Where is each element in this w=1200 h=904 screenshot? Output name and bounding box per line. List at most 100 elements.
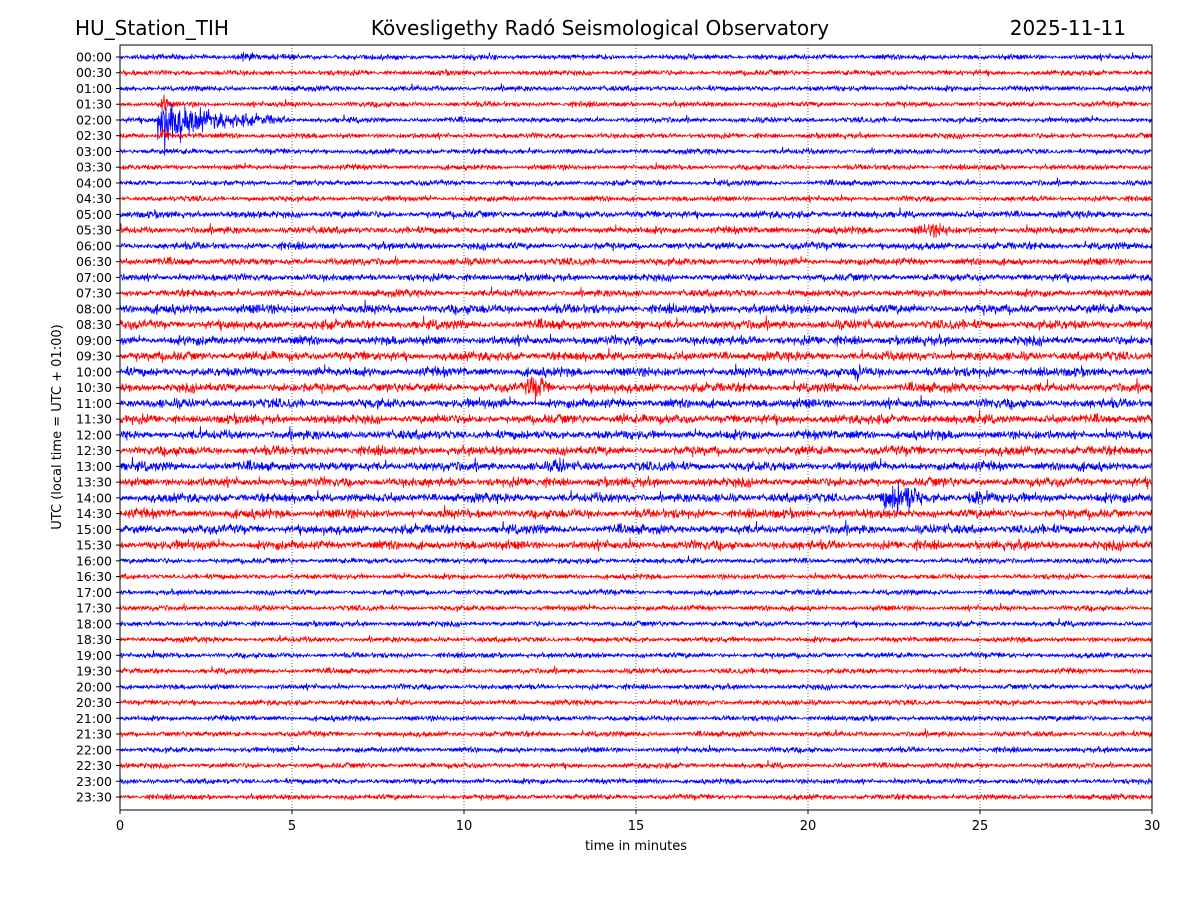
seismic-trace-0600 [119,240,1153,252]
row-time-label: 01:30 [76,97,112,112]
row-time-label: 17:30 [76,601,112,616]
seismic-trace-0630 [119,255,1153,267]
seismic-trace-1630 [119,572,1153,581]
row-time-label: 16:30 [76,569,112,584]
row-time-label: 19:00 [76,648,112,663]
row-time-label: 11:00 [76,396,112,411]
x-tick-label: 10 [456,819,473,834]
seismic-trace-0100 [119,83,1153,93]
row-time-label: 09:00 [76,333,112,348]
row-time-label: 02:30 [76,128,112,143]
row-time-label: 03:30 [76,160,112,175]
seismic-trace-0330 [119,162,1153,172]
seismic-trace-1130 [119,409,1153,426]
row-time-label: 14:00 [76,490,112,505]
seismic-trace-0530 [119,222,1153,238]
row-time-label: 03:00 [76,144,112,159]
row-time-label: 09:30 [76,349,112,364]
seismic-trace-0800 [119,299,1153,316]
row-time-label: 19:30 [76,664,112,679]
y-axis-label: UTC (local time = UTC + 01:00) [50,324,65,529]
seismic-trace-0200 [119,103,1153,156]
station-title: HU_Station_TIH [75,16,229,40]
row-time-label: 00:00 [76,50,112,65]
seismic-trace-0300 [119,146,1153,156]
x-tick-label: 0 [116,819,124,834]
seismic-trace-1500 [119,519,1153,536]
seismic-trace-2230 [119,759,1153,770]
row-time-label: 04:30 [76,191,112,206]
row-time-label: 05:00 [76,207,112,222]
chart-title: Kövesligethy Radó Seismological Observat… [371,16,829,40]
row-time-label: 07:00 [76,270,112,285]
seismic-trace-1030 [119,376,1153,405]
seismic-trace-0730 [119,286,1153,298]
row-time-label: 06:00 [76,238,112,253]
row-time-label: 04:00 [76,175,112,190]
seismic-trace-0430 [119,194,1153,204]
row-time-label: 01:00 [76,81,112,96]
date-title: 2025-11-11 [1010,16,1126,40]
seismic-trace-1800 [119,618,1153,628]
seismic-trace-1730 [119,602,1153,613]
seismic-trace-1830 [119,634,1153,644]
seismic-trace-1200 [119,426,1153,441]
seismic-trace-1600 [119,555,1153,565]
seismic-trace-1530 [119,537,1153,553]
seismic-trace-0830 [119,315,1153,332]
seismic-trace-0000 [119,51,1153,63]
seismic-trace-1900 [119,650,1153,660]
seismic-trace-2200 [119,744,1153,755]
seismic-trace-2000 [119,682,1153,692]
seismic-trace-1100 [119,395,1153,411]
seismic-trace-2130 [119,728,1153,739]
row-time-label: 02:00 [76,112,112,127]
seismic-trace-0030 [119,68,1153,77]
x-tick-label: 5 [288,819,296,834]
seismic-trace-0130 [119,94,1153,111]
seismic-trace-0500 [119,207,1153,220]
row-time-label: 06:30 [76,254,112,269]
row-time-label: 00:30 [76,65,112,80]
row-time-label: 15:00 [76,522,112,537]
seismic-trace-2330 [119,792,1153,801]
seismic-trace-0930 [119,347,1153,364]
seismic-trace-1330 [119,475,1153,490]
seismic-trace-0400 [119,177,1153,188]
seismic-trace-2300 [119,776,1153,786]
x-tick-label: 30 [1144,819,1161,834]
x-axis-label: time in minutes [585,839,687,854]
row-time-label: 23:00 [76,774,112,789]
x-tick-label: 25 [972,819,989,834]
row-time-label: 07:30 [76,286,112,301]
plot-frame [119,44,1153,811]
x-tick-label: 20 [800,819,817,834]
row-time-label: 17:00 [76,585,112,600]
seismic-trace-0230 [119,127,1153,141]
row-time-label: 12:30 [76,443,112,458]
row-time-label: 22:00 [76,742,112,757]
row-time-label: 23:30 [76,790,112,805]
seismic-trace-1400 [119,481,1153,513]
seismic-trace-2100 [119,713,1153,723]
row-time-label: 18:00 [76,616,112,631]
row-time-label: 13:30 [76,475,112,490]
row-time-label: 12:00 [76,427,112,442]
seismic-trace-1430 [119,504,1153,521]
row-time-label: 15:30 [76,538,112,553]
row-time-label: 14:30 [76,506,112,521]
seismic-trace-1300 [119,456,1153,473]
row-time-label: 16:00 [76,553,112,568]
seismic-trace-1700 [119,587,1153,597]
row-time-label: 08:00 [76,301,112,316]
x-tick-label: 15 [628,819,645,834]
seismic-trace-0900 [119,333,1153,348]
row-time-label: 05:30 [76,223,112,238]
row-time-label: 20:30 [76,695,112,710]
row-time-label: 22:30 [76,758,112,773]
row-time-label: 10:30 [76,380,112,395]
seismic-trace-1000 [119,363,1153,382]
row-time-label: 11:30 [76,412,112,427]
